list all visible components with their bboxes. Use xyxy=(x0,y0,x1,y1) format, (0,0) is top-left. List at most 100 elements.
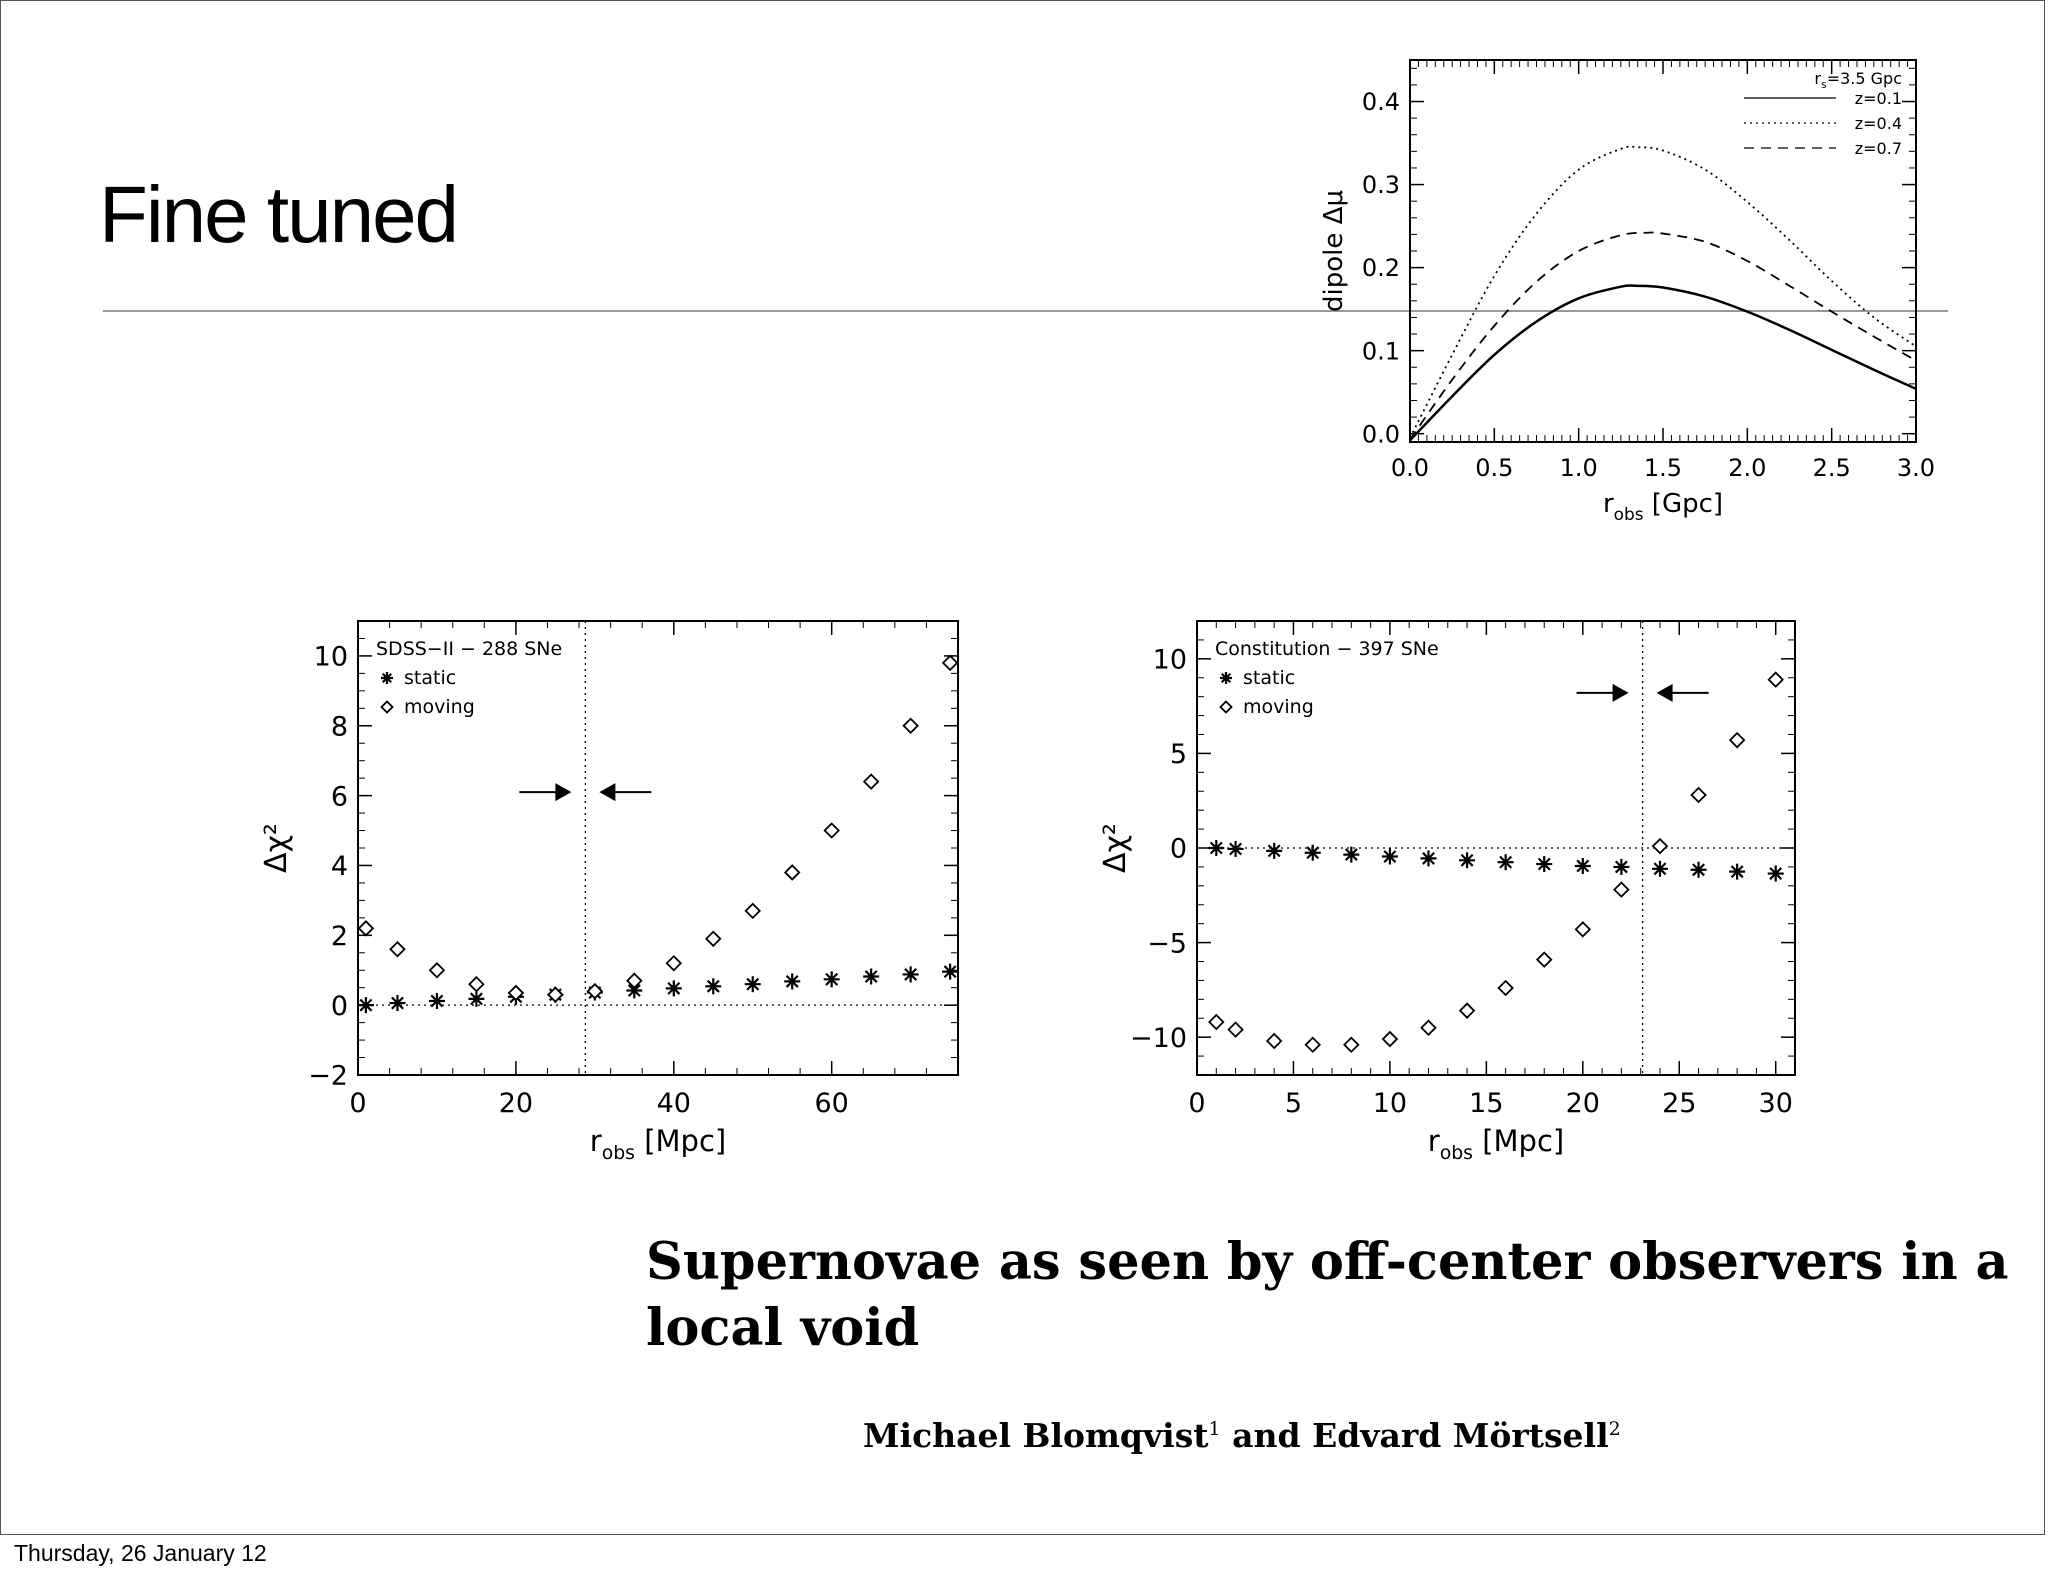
constitution-point-static xyxy=(1343,846,1360,863)
sdss-xtick-label: 20 xyxy=(499,1088,533,1119)
dipole-xtick-label: 2.5 xyxy=(1813,454,1851,482)
constitution-point-moving xyxy=(1458,1002,1476,1019)
constitution-point-static xyxy=(1729,863,1746,880)
constitution-point-static-stroke xyxy=(1537,857,1551,871)
dipole-xtick-label: 3.0 xyxy=(1897,454,1935,482)
constitution-ytick-label: −5 xyxy=(1147,928,1187,959)
constitution-point-static xyxy=(1536,856,1553,873)
constitution-ytick-label: 10 xyxy=(1153,645,1187,676)
constitution-point-static-stroke xyxy=(1653,862,1667,876)
sdss-point-static-stroke xyxy=(667,981,681,995)
sdss-y-axis-label: Δχ² xyxy=(259,823,294,873)
constitution-point-moving xyxy=(1208,1013,1225,1031)
constitution-point-moving xyxy=(1613,881,1630,898)
sdss-point-static xyxy=(823,971,840,988)
sdss-point-moving xyxy=(704,930,722,948)
author-1: Michael Blomqvist xyxy=(863,1416,1209,1455)
sdss-x-axis-label-main: r xyxy=(590,1124,602,1158)
authors-and: and xyxy=(1220,1416,1313,1455)
sdss-point-moving xyxy=(823,822,840,839)
sdss-ytick-label: 2 xyxy=(331,921,348,952)
dipole-ytick-label: 0.2 xyxy=(1362,254,1400,282)
sdss-point-static-stroke xyxy=(746,977,760,991)
slide: Fine tuned 0.0 0.5 1.0 1.5 2.0 2.5 3.0 0.0 0.1 0.… xyxy=(0,0,2045,1535)
constitution-point-moving xyxy=(1728,731,1746,749)
constitution-plot-frame xyxy=(1196,620,1796,1076)
sdss-point-static xyxy=(705,978,722,995)
sdss-point-static-stroke xyxy=(785,974,799,988)
dipole-x-axis-label: robs [Gpc] xyxy=(1603,489,1723,524)
sdss-point-moving xyxy=(862,773,880,790)
constitution-point-static xyxy=(1767,865,1784,882)
constitution-point-moving xyxy=(1574,921,1592,938)
sdss-legend-label: static xyxy=(404,667,456,689)
sdss-point-moving xyxy=(744,902,762,920)
sdss-x-axis-label-sub: obs xyxy=(602,1143,635,1164)
constitution-point-static-stroke xyxy=(1209,841,1223,855)
sdss-point-moving xyxy=(586,982,604,1000)
sdss-point-static-stroke xyxy=(904,967,918,981)
constitution-point-static xyxy=(1266,842,1283,859)
sdss-ytick-label: 6 xyxy=(331,781,348,812)
constitution-legend-marker-static-stroke xyxy=(1220,672,1232,684)
constitution-point-static xyxy=(1497,854,1514,871)
dipole-xtick-label: 0.0 xyxy=(1391,454,1429,482)
sdss-point-static-stroke xyxy=(864,970,878,983)
constitution-legend-title: Constitution − 397 SNe xyxy=(1215,638,1439,660)
dipole-x-axis-label-unit: [Gpc] xyxy=(1644,489,1724,519)
constitution-point-static-stroke xyxy=(1576,859,1590,873)
constitution-point-static-stroke xyxy=(1267,844,1281,858)
sdss-point-static-stroke xyxy=(359,998,373,1012)
sdss-point-static xyxy=(389,995,406,1012)
constitution-point-static xyxy=(1227,840,1244,857)
constitution-ytick-label: −10 xyxy=(1130,1023,1187,1054)
dipole-x-axis-label-sub: obs xyxy=(1614,504,1644,524)
dipole-legend-label: z=0.7 xyxy=(1855,139,1902,158)
constitution-x-axis-label-main: r xyxy=(1428,1124,1440,1158)
constitution-xtick-label: 15 xyxy=(1469,1088,1503,1119)
author-2-affiliation: 2 xyxy=(1608,1418,1621,1440)
constitution-xtick-label: 30 xyxy=(1759,1088,1793,1119)
dipole-series-z=0.4 xyxy=(1409,145,1917,439)
constitution-xtick-label: 0 xyxy=(1188,1088,1205,1119)
constitution-y-axis-label: Δχ² xyxy=(1098,823,1133,873)
constitution-point-static-stroke xyxy=(1769,867,1783,880)
sdss-point-static-stroke xyxy=(469,992,483,1006)
legend-header-rest: =3.5 Gpc xyxy=(1827,69,1902,88)
sdss-point-moving xyxy=(428,961,446,979)
constitution-point-moving xyxy=(1227,1021,1244,1038)
sdss-point-static xyxy=(744,976,761,993)
paper-title: Supernovae as seen by off-center observe… xyxy=(646,1232,2009,1358)
sdss-point-static-stroke xyxy=(391,996,404,1010)
sdss-arrow-left-head xyxy=(555,783,572,802)
constitution-point-static xyxy=(1459,852,1476,869)
constitution-point-static-stroke xyxy=(1383,850,1397,863)
dipole-ytick-label: 0.3 xyxy=(1362,171,1400,199)
sdss-point-moving xyxy=(547,986,564,1003)
constitution-point-moving xyxy=(1304,1036,1322,1054)
constitution-point-moving xyxy=(1767,671,1784,688)
constitution-point-static xyxy=(1613,858,1630,875)
sdss-ytick-label: 10 xyxy=(314,642,348,673)
dipole-legend-header: rs=3.5 Gpc xyxy=(1814,69,1902,91)
constitution-x-axis-label: robs [Mpc] xyxy=(1428,1124,1564,1164)
dipole-series-z=0.1 xyxy=(1409,284,1917,442)
sdss-ytick-label: −2 xyxy=(308,1061,348,1092)
dipole-xtick-label: 1.0 xyxy=(1560,454,1598,482)
constitution-point-static xyxy=(1651,860,1668,877)
constitution-point-static xyxy=(1381,848,1398,865)
sdss-point-static xyxy=(942,963,959,980)
sdss-point-static-stroke xyxy=(825,972,839,986)
dipole-xtick-label: 2.0 xyxy=(1728,454,1766,482)
constitution-point-static-stroke xyxy=(1306,846,1320,860)
sdss-point-moving xyxy=(626,972,643,989)
dipole-y-axis-label: dipole Δμ xyxy=(1319,190,1349,312)
dipole-legend-label: z=0.1 xyxy=(1855,89,1902,108)
constitution-legend-label: moving xyxy=(1243,696,1314,718)
sdss-ytick-label: 8 xyxy=(331,711,348,742)
constitution-point-static-stroke xyxy=(1344,848,1358,862)
constitution-legend-label: static xyxy=(1243,667,1295,689)
sdss-point-static xyxy=(784,973,801,990)
sdss-legend-marker-moving xyxy=(380,700,394,714)
sdss-point-static-stroke xyxy=(627,984,641,997)
